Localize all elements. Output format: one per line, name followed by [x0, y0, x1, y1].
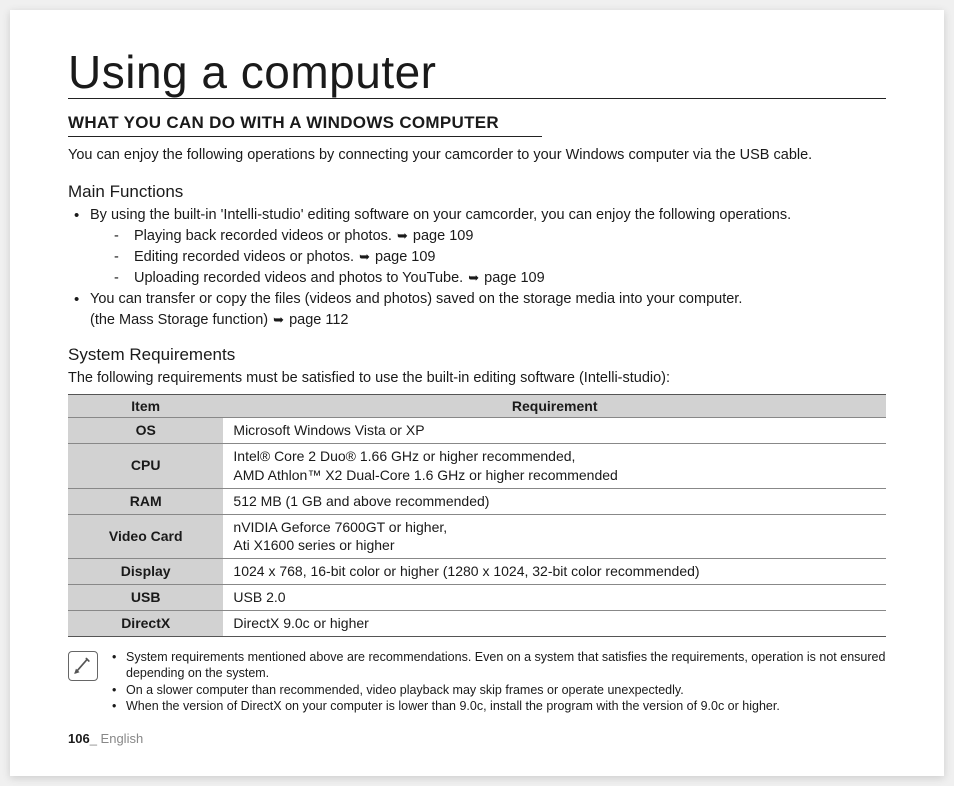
page-number: 106: [68, 731, 90, 746]
cell-item: OS: [68, 417, 223, 443]
cell-item: DirectX: [68, 611, 223, 637]
footer-separator: _: [90, 731, 101, 746]
page-footer: 106_ English: [68, 731, 143, 746]
table-row: CPU Intel® Core 2 Duo® 1.66 GHz or highe…: [68, 443, 886, 488]
footer-language: English: [101, 731, 144, 746]
cell-item: USB: [68, 585, 223, 611]
main-functions-list: By using the built-in 'Intelli-studio' e…: [70, 205, 886, 331]
list-item: Editing recorded videos or photos. ➥ pag…: [114, 247, 886, 268]
page-ref: page 109: [484, 270, 544, 286]
cell-line: Ati X1600 series or higher: [233, 537, 394, 553]
arrow-icon: ➥: [397, 227, 408, 246]
note-block: System requirements mentioned above are …: [68, 649, 886, 714]
cell-item: Display: [68, 559, 223, 585]
arrow-icon: ➥: [359, 248, 370, 267]
cell-line: Intel® Core 2 Duo® 1.66 GHz or higher re…: [233, 448, 575, 464]
cell-item: CPU: [68, 443, 223, 488]
page-title: Using a computer: [68, 48, 886, 99]
table-row: USB USB 2.0: [68, 585, 886, 611]
note-icon: [68, 651, 98, 681]
table-row: RAM 512 MB (1 GB and above recommended): [68, 488, 886, 514]
table-row: Video Card nVIDIA Geforce 7600GT or high…: [68, 514, 886, 559]
page-ref: page 109: [413, 228, 473, 244]
cell-value: DirectX 9.0c or higher: [223, 611, 886, 637]
column-header-item: Item: [68, 394, 223, 417]
requirements-intro: The following requirements must be satis…: [68, 368, 886, 388]
table-row: DirectX DirectX 9.0c or higher: [68, 611, 886, 637]
main-functions-heading: Main Functions: [68, 182, 886, 202]
list-item: Uploading recorded videos and photos to …: [114, 268, 886, 289]
table-header-row: Item Requirement: [68, 394, 886, 417]
sub-list: Playing back recorded videos or photos. …: [114, 226, 886, 289]
bullet-text: You can transfer or copy the files (vide…: [90, 291, 742, 307]
cell-value: 512 MB (1 GB and above recommended): [223, 488, 886, 514]
system-requirements-heading: System Requirements: [68, 345, 886, 365]
arrow-icon: ➥: [468, 269, 479, 288]
list-item: You can transfer or copy the files (vide…: [70, 289, 886, 331]
dash-text: Editing recorded videos or photos.: [134, 249, 358, 265]
section-heading: WHAT YOU CAN DO WITH A WINDOWS COMPUTER: [68, 113, 542, 137]
list-item: By using the built-in 'Intelli-studio' e…: [70, 205, 886, 289]
column-header-requirement: Requirement: [223, 394, 886, 417]
note-item: On a slower computer than recommended, v…: [110, 682, 886, 698]
table-row: Display 1024 x 768, 16-bit color or high…: [68, 559, 886, 585]
intro-paragraph: You can enjoy the following operations b…: [68, 145, 886, 165]
note-item: System requirements mentioned above are …: [110, 649, 886, 682]
list-item: Playing back recorded videos or photos. …: [114, 226, 886, 247]
dash-text: Playing back recorded videos or photos.: [134, 228, 396, 244]
dash-text: Uploading recorded videos and photos to …: [134, 270, 467, 286]
arrow-icon: ➥: [273, 311, 284, 330]
bullet-text: By using the built-in 'Intelli-studio' e…: [90, 207, 791, 223]
bullet-text: (the Mass Storage function): [90, 312, 272, 328]
table-row: OS Microsoft Windows Vista or XP: [68, 417, 886, 443]
cell-value: Intel® Core 2 Duo® 1.66 GHz or higher re…: [223, 443, 886, 488]
cell-value: 1024 x 768, 16-bit color or higher (1280…: [223, 559, 886, 585]
page-ref: page 112: [289, 312, 348, 328]
cell-value: USB 2.0: [223, 585, 886, 611]
cell-line: AMD Athlon™ X2 Dual-Core 1.6 GHz or high…: [233, 467, 617, 483]
cell-value: Microsoft Windows Vista or XP: [223, 417, 886, 443]
cell-item: RAM: [68, 488, 223, 514]
document-page: Using a computer WHAT YOU CAN DO WITH A …: [10, 10, 944, 776]
note-item: When the version of DirectX on your comp…: [110, 698, 886, 714]
cell-item: Video Card: [68, 514, 223, 559]
requirements-table: Item Requirement OS Microsoft Windows Vi…: [68, 394, 886, 637]
cell-line: nVIDIA Geforce 7600GT or higher,: [233, 519, 447, 535]
note-list: System requirements mentioned above are …: [110, 649, 886, 714]
page-ref: page 109: [375, 249, 435, 265]
cell-value: nVIDIA Geforce 7600GT or higher, Ati X16…: [223, 514, 886, 559]
